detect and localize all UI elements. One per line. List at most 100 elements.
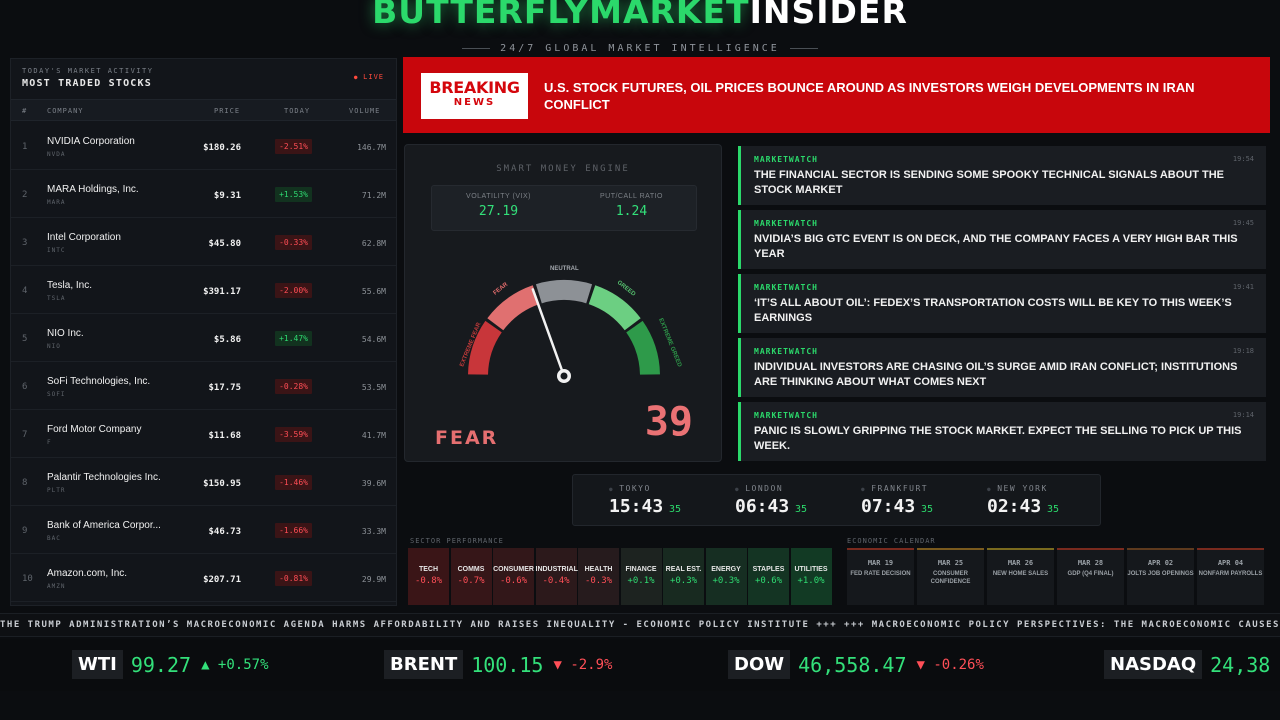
calendar-event[interactable]: MAR 19 FED RATE DECISION <box>847 548 914 605</box>
sector-tile[interactable]: REAL EST. +0.3% <box>663 548 704 605</box>
clock-seconds: 35 <box>1047 504 1060 515</box>
breaking-headline[interactable]: U.S. STOCK FUTURES, OIL PRICES BOUNCE AR… <box>544 80 1195 112</box>
table-row[interactable]: 3 Intel Corporation INTC $45.80 -0.33% 62.8M <box>11 218 396 266</box>
sector-tile[interactable]: FINANCE +0.1% <box>620 548 662 605</box>
news-headline[interactable]: PANIC IS SLOWLY GRIPPING THE STOCK MARKE… <box>754 425 1242 452</box>
world-clocks: TOKYO 15:43 35 LONDON 06:43 35 FRANKFURT 07:43 3… <box>572 474 1101 526</box>
stock-price: $17.75 <box>208 383 241 393</box>
news-time: 19:45 <box>1232 219 1254 227</box>
breaking-news-banner[interactable]: BREAKING NEWS U.S. STOCK FUTURES, OIL PR… <box>403 57 1270 133</box>
sector-change: -0.4% <box>542 576 570 586</box>
table-row[interactable]: 5 NIO Inc. NIO $5.86 +1.47% 54.6M <box>11 314 396 362</box>
table-row[interactable]: 10 Amazon.com, Inc. AMZN $207.71 -0.81% 29.9M <box>11 554 396 602</box>
event-date: MAR 25 <box>937 559 964 567</box>
news-headline[interactable]: NVIDIA’S BIG GTC EVENT IS ON DECK, AND T… <box>754 233 1238 260</box>
news-headline[interactable]: INDIVIDUAL INVESTORS ARE CHASING OIL’S S… <box>754 361 1238 388</box>
ticker-symbol: BAC <box>47 535 61 542</box>
col-volume: VOLUME <box>349 107 381 115</box>
zone-label-neutral: NEUTRAL <box>550 266 579 272</box>
change-badge: -2.00% <box>275 283 312 298</box>
quote-wti[interactable]: WTI 99.27 ▲ +0.57% <box>72 650 269 679</box>
row-rank: 1 <box>22 142 28 152</box>
sector-tile[interactable]: COMMS -0.7% <box>450 548 492 605</box>
stock-volume: 41.7M <box>361 431 386 440</box>
news-headline[interactable]: ‘IT’S ALL ABOUT OIL’: FEDEX’S TRANSPORTA… <box>754 297 1232 324</box>
sector-tile[interactable]: INDUSTRIAL -0.4% <box>535 548 578 605</box>
table-row[interactable]: 9 Bank of America Corpor... BAC $46.73 -1.66… <box>11 506 396 554</box>
sector-change: +1.0% <box>797 576 825 586</box>
sector-tile[interactable]: STAPLES +0.6% <box>748 548 789 605</box>
table-row[interactable]: 6 SoFi Technologies, Inc. SOFI $17.75 -0.28%… <box>11 362 396 410</box>
table-row[interactable]: 1 NVIDIA Corporation NVDA $180.26 -2.51% 146.… <box>11 122 396 170</box>
change-badge: -3.59% <box>275 427 312 442</box>
sector-tile[interactable]: HEALTH -0.3% <box>578 548 619 605</box>
event-name: FED RATE DECISION <box>850 571 911 577</box>
row-rank: 2 <box>22 190 28 200</box>
stock-volume: 39.6M <box>361 479 386 488</box>
put-call-metric: PUT/CALL RATIO 1.24 <box>565 193 698 219</box>
ticker-symbol: AMZN <box>47 583 66 590</box>
ticker-symbol: TSLA <box>47 295 66 302</box>
quote-symbol: DOW <box>728 650 791 679</box>
quote-dow[interactable]: DOW 46,558.47 ▼ -0.26% <box>728 650 984 679</box>
news-item[interactable]: MARKETWATCH 19:18 INDIVIDUAL INVESTORS ARE… <box>738 338 1266 397</box>
table-row[interactable]: 4 Tesla, Inc. TSLA $391.17 -2.00% 55.6M <box>11 266 396 314</box>
col-num: # <box>22 107 28 115</box>
event-name: NONFARM PAYROLLS <box>1198 571 1263 577</box>
change-badge: -1.46% <box>275 475 312 490</box>
news-time: 19:54 <box>1232 155 1254 163</box>
news-source: MARKETWATCH <box>754 347 818 356</box>
news-source: MARKETWATCH <box>754 411 818 420</box>
clock-seconds: 35 <box>669 504 682 515</box>
stock-price: $391.17 <box>203 287 241 297</box>
stock-price: $11.68 <box>208 431 241 441</box>
table-row[interactable]: 8 Palantir Technologies Inc. PLTR $150.95 -1… <box>11 458 396 506</box>
engine-label: SMART MONEY ENGINE <box>496 164 630 174</box>
sector-tile[interactable]: UTILITIES +1.0% <box>790 548 832 605</box>
event-date: MAR 26 <box>1007 559 1034 567</box>
engine-metrics: VOLATILITY (VIX) 27.19 PUT/CALL RATIO 1.… <box>431 185 697 231</box>
sector-change: +0.1% <box>627 576 655 586</box>
calendar-event[interactable]: MAR 28 GDP (Q4 FINAL) <box>1057 548 1124 605</box>
calendar-event[interactable]: MAR 25 CONSUMER CONFIDENCE <box>917 548 984 605</box>
event-date: MAR 28 <box>1077 559 1104 567</box>
ticker-symbol: NIO <box>47 343 61 350</box>
sector-tile[interactable]: CONSUMER -0.6% <box>493 548 534 605</box>
company-name: Amazon.com, Inc. <box>47 568 128 579</box>
stock-price: $150.95 <box>203 479 241 489</box>
table-row[interactable]: 2 MARA Holdings, Inc. MARA $9.31 +1.53% 71.2M <box>11 170 396 218</box>
news-item[interactable]: MARKETWATCH 19:14 PANIC IS SLOWLY GRIPPING… <box>738 402 1266 461</box>
ticker-symbol: SOFI <box>47 391 66 398</box>
event-date: MAR 19 <box>867 559 894 567</box>
quote-nasdaq[interactable]: NASDAQ 24,38 <box>1104 650 1280 679</box>
clock-time: 06:43 <box>735 496 790 517</box>
sector-performance-title: SECTOR PERFORMANCE <box>410 537 504 545</box>
clock-london: LONDON 06:43 35 <box>699 475 825 525</box>
clock-tokyo: TOKYO 15:43 35 <box>573 475 699 525</box>
quote-brent[interactable]: BRENT 100.15 ▼ -2.9% <box>384 650 612 679</box>
sector-change: +0.3% <box>712 576 740 586</box>
sector-tile[interactable]: ENERGY +0.3% <box>705 548 747 605</box>
sector-tile[interactable]: TECH -0.8% <box>408 548 449 605</box>
sector-change: +0.6% <box>754 576 783 586</box>
stock-price: $180.26 <box>203 143 241 153</box>
panel-kicker: TODAY'S MARKET ACTIVITY <box>22 67 154 75</box>
change-badge: +1.53% <box>275 187 312 202</box>
change-badge: -0.33% <box>275 235 312 250</box>
calendar-event[interactable]: APR 04 NONFARM PAYROLLS <box>1197 548 1264 605</box>
zone-greed <box>588 285 641 331</box>
zone-label-extreme-greed: EXTREME GREED <box>657 318 682 369</box>
company-name: NVIDIA Corporation <box>47 136 135 147</box>
calendar-event[interactable]: MAR 26 NEW HOME SALES <box>987 548 1054 605</box>
zone-extreme-fear <box>468 320 502 376</box>
calendar-event[interactable]: APR 02 JOLTS JOB OPENINGS <box>1127 548 1194 605</box>
news-item[interactable]: MARKETWATCH 19:54 THE FINANCIAL SECTOR IS … <box>738 146 1266 205</box>
stock-price: $46.73 <box>208 527 241 537</box>
table-row[interactable]: 7 Ford Motor Company F $11.68 -3.59% 41.7M <box>11 410 396 458</box>
news-item[interactable]: MARKETWATCH 19:45 NVIDIA’S BIG GTC EVENT I… <box>738 210 1266 269</box>
news-item[interactable]: MARKETWATCH 19:41 ‘IT’S ALL ABOUT OIL’: FE… <box>738 274 1266 333</box>
sector-name: UTILITIES <box>794 566 828 573</box>
company-name: Palantir Technologies Inc. <box>47 472 161 483</box>
ticker-symbol: F <box>47 439 52 446</box>
news-headline[interactable]: THE FINANCIAL SECTOR IS SENDING SOME SPO… <box>754 169 1224 196</box>
